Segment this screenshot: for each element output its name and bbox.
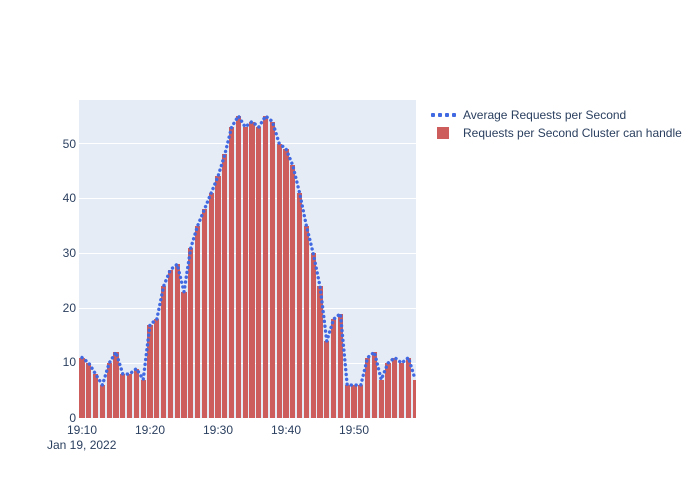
bar[interactable] [371,352,378,418]
y-tick: 50 [62,137,76,151]
bar[interactable] [283,149,289,418]
bar[interactable] [256,127,262,418]
bar[interactable] [330,319,337,418]
y-tick: 20 [62,301,76,315]
bar[interactable] [290,165,296,418]
bar[interactable] [324,341,330,418]
bar[interactable] [160,286,167,418]
bar[interactable] [188,247,194,418]
bar[interactable] [106,363,112,418]
bar[interactable] [174,264,180,418]
bar[interactable] [99,385,106,418]
y-tick: 0 [69,411,76,425]
bar[interactable] [154,319,160,418]
bar[interactable] [412,379,416,418]
bar[interactable] [398,363,405,418]
bar[interactable] [385,363,391,418]
bar[interactable] [337,313,344,418]
bar[interactable] [208,192,214,418]
bar[interactable] [147,324,153,418]
legend: Average Requests per Second Requests per… [428,106,682,142]
bar[interactable] [222,154,228,418]
x-tick: 19:10 [66,423,98,437]
bar[interactable] [194,225,201,418]
legend-label: Requests per Second Cluster can handle [463,126,682,140]
dotted-line-icon [430,113,456,117]
bar[interactable] [79,357,85,418]
bar[interactable] [86,363,92,418]
bar[interactable] [228,127,235,418]
bar[interactable] [378,379,384,418]
x-tick: 19:40 [270,423,302,437]
y-tick: 30 [62,246,76,260]
y-tick: 40 [62,191,76,205]
bar[interactable] [310,253,316,418]
bar[interactable] [405,357,412,418]
bar[interactable] [113,352,119,418]
x-tick: 19:50 [338,423,370,437]
bar[interactable] [242,127,248,418]
bar-square-icon [437,127,449,139]
bar[interactable] [167,269,174,418]
x-tick: 19:30 [202,423,234,437]
plot-area[interactable] [79,100,416,418]
legend-item-average-requests[interactable]: Average Requests per Second [428,106,682,124]
bar[interactable] [215,176,221,418]
bar[interactable] [249,121,255,418]
bar[interactable] [344,385,350,418]
bar[interactable] [392,357,398,418]
bar[interactable] [269,121,276,418]
x-tick: 19:20 [134,423,166,437]
bar[interactable] [351,385,357,418]
legend-item-cluster-capacity[interactable]: Requests per Second Cluster can handle [428,124,682,142]
bar[interactable] [235,116,242,418]
bar[interactable] [181,291,187,418]
bar[interactable] [364,357,371,418]
bar[interactable] [276,143,282,418]
bar[interactable] [296,192,303,418]
bar[interactable] [262,116,269,418]
bar[interactable] [303,225,310,418]
dotted-line-swatch [428,113,458,117]
bar-swatch [428,127,458,139]
bar[interactable] [201,209,208,418]
y-tick: 10 [62,355,76,369]
bar[interactable] [140,379,146,418]
bar[interactable] [120,374,126,418]
bar[interactable] [317,286,323,418]
bar[interactable] [92,374,99,418]
legend-label: Average Requests per Second [463,108,627,122]
bar[interactable] [358,385,364,418]
bar[interactable] [126,374,133,418]
bar[interactable] [133,368,140,418]
x-axis-date-label: Jan 19, 2022 [47,438,117,452]
